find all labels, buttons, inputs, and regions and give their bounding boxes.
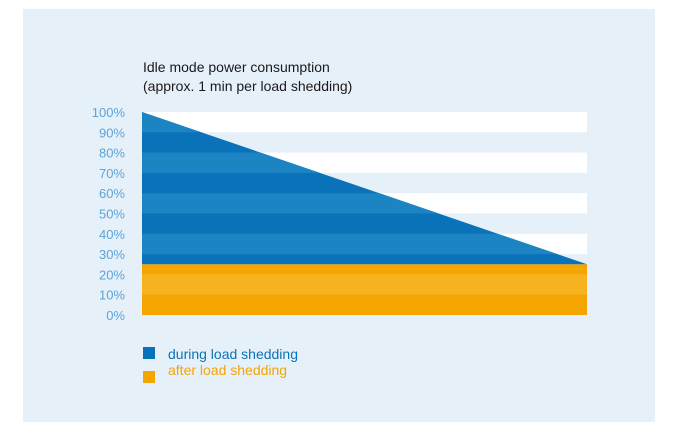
y-tick-label: 60%: [99, 186, 125, 201]
y-tick-label: 70%: [99, 166, 125, 181]
y-tick-label: 10%: [99, 288, 125, 303]
y-tick-label: 20%: [99, 267, 125, 282]
legend-label-during: during load shedding: [168, 346, 298, 362]
series-during-stripe: [142, 233, 587, 255]
legend: during load shedding after load shedding: [143, 346, 298, 383]
chart-title-line-2: (approx. 1 min per load shedding): [143, 78, 352, 94]
y-tick-label: 40%: [99, 227, 125, 242]
y-tick-label: 30%: [99, 247, 125, 262]
chart-title-line-1: Idle mode power consumption: [143, 59, 330, 75]
y-tick-label: 90%: [99, 125, 125, 140]
series-during-load-shedding: [142, 112, 587, 265]
y-tick-label: 80%: [99, 146, 125, 161]
y-tick-labels: 100% 90% 80% 70% 60% 50% 40% 30% 20% 10% 0%: [92, 105, 126, 323]
legend-label-after: after load shedding: [168, 362, 287, 378]
legend-swatch-during: [143, 347, 155, 359]
y-tick-label: 100%: [92, 105, 126, 120]
grid-band: [142, 112, 587, 133]
y-tick-label: 50%: [99, 207, 125, 222]
series-after-stripe: [142, 274, 587, 295]
y-tick-label: 0%: [106, 308, 125, 323]
legend-swatch-after: [143, 371, 155, 383]
